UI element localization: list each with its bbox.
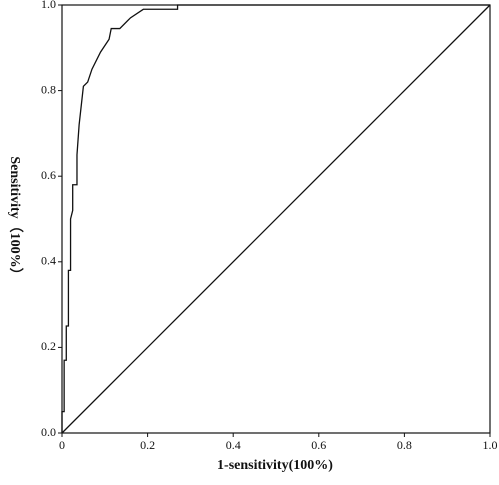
x-tick-label: 0.4 <box>226 438 241 452</box>
y-tick-label: 0.6 <box>41 168 56 182</box>
x-tick-label: 0.6 <box>311 438 326 452</box>
y-tick-label: 0.4 <box>41 254 56 268</box>
series-line <box>61 4 490 433</box>
y-tick-label: 0.8 <box>41 82 56 96</box>
y-tick-label: 0.2 <box>41 339 56 353</box>
series-line <box>61 4 491 434</box>
x-tick-label: 0.8 <box>397 438 412 452</box>
x-tick-label: 0 <box>59 438 65 452</box>
x-tick-label: 1.0 <box>483 438 498 452</box>
y-tick-label: 1.0 <box>41 0 56 11</box>
y-axis-title: Sensitivity（100%） <box>7 156 23 281</box>
x-tick-label: 0.2 <box>140 438 155 452</box>
x-axis-title: 1-sensitivity(100%) <box>217 458 333 473</box>
y-tick-label: 0.0 <box>41 425 56 439</box>
